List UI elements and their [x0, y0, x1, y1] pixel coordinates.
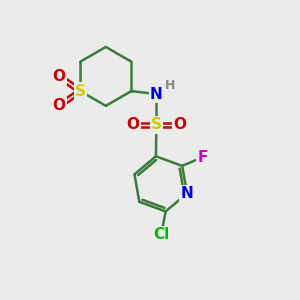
Text: O: O: [173, 118, 186, 133]
Text: O: O: [52, 69, 66, 84]
Text: H: H: [164, 79, 175, 92]
Text: O: O: [52, 98, 66, 113]
Text: N: N: [150, 87, 163, 102]
Text: S: S: [75, 84, 86, 99]
Text: F: F: [198, 149, 208, 164]
Text: S: S: [151, 118, 162, 133]
Text: O: O: [126, 118, 139, 133]
Text: Cl: Cl: [153, 227, 169, 242]
Text: N: N: [181, 186, 194, 201]
